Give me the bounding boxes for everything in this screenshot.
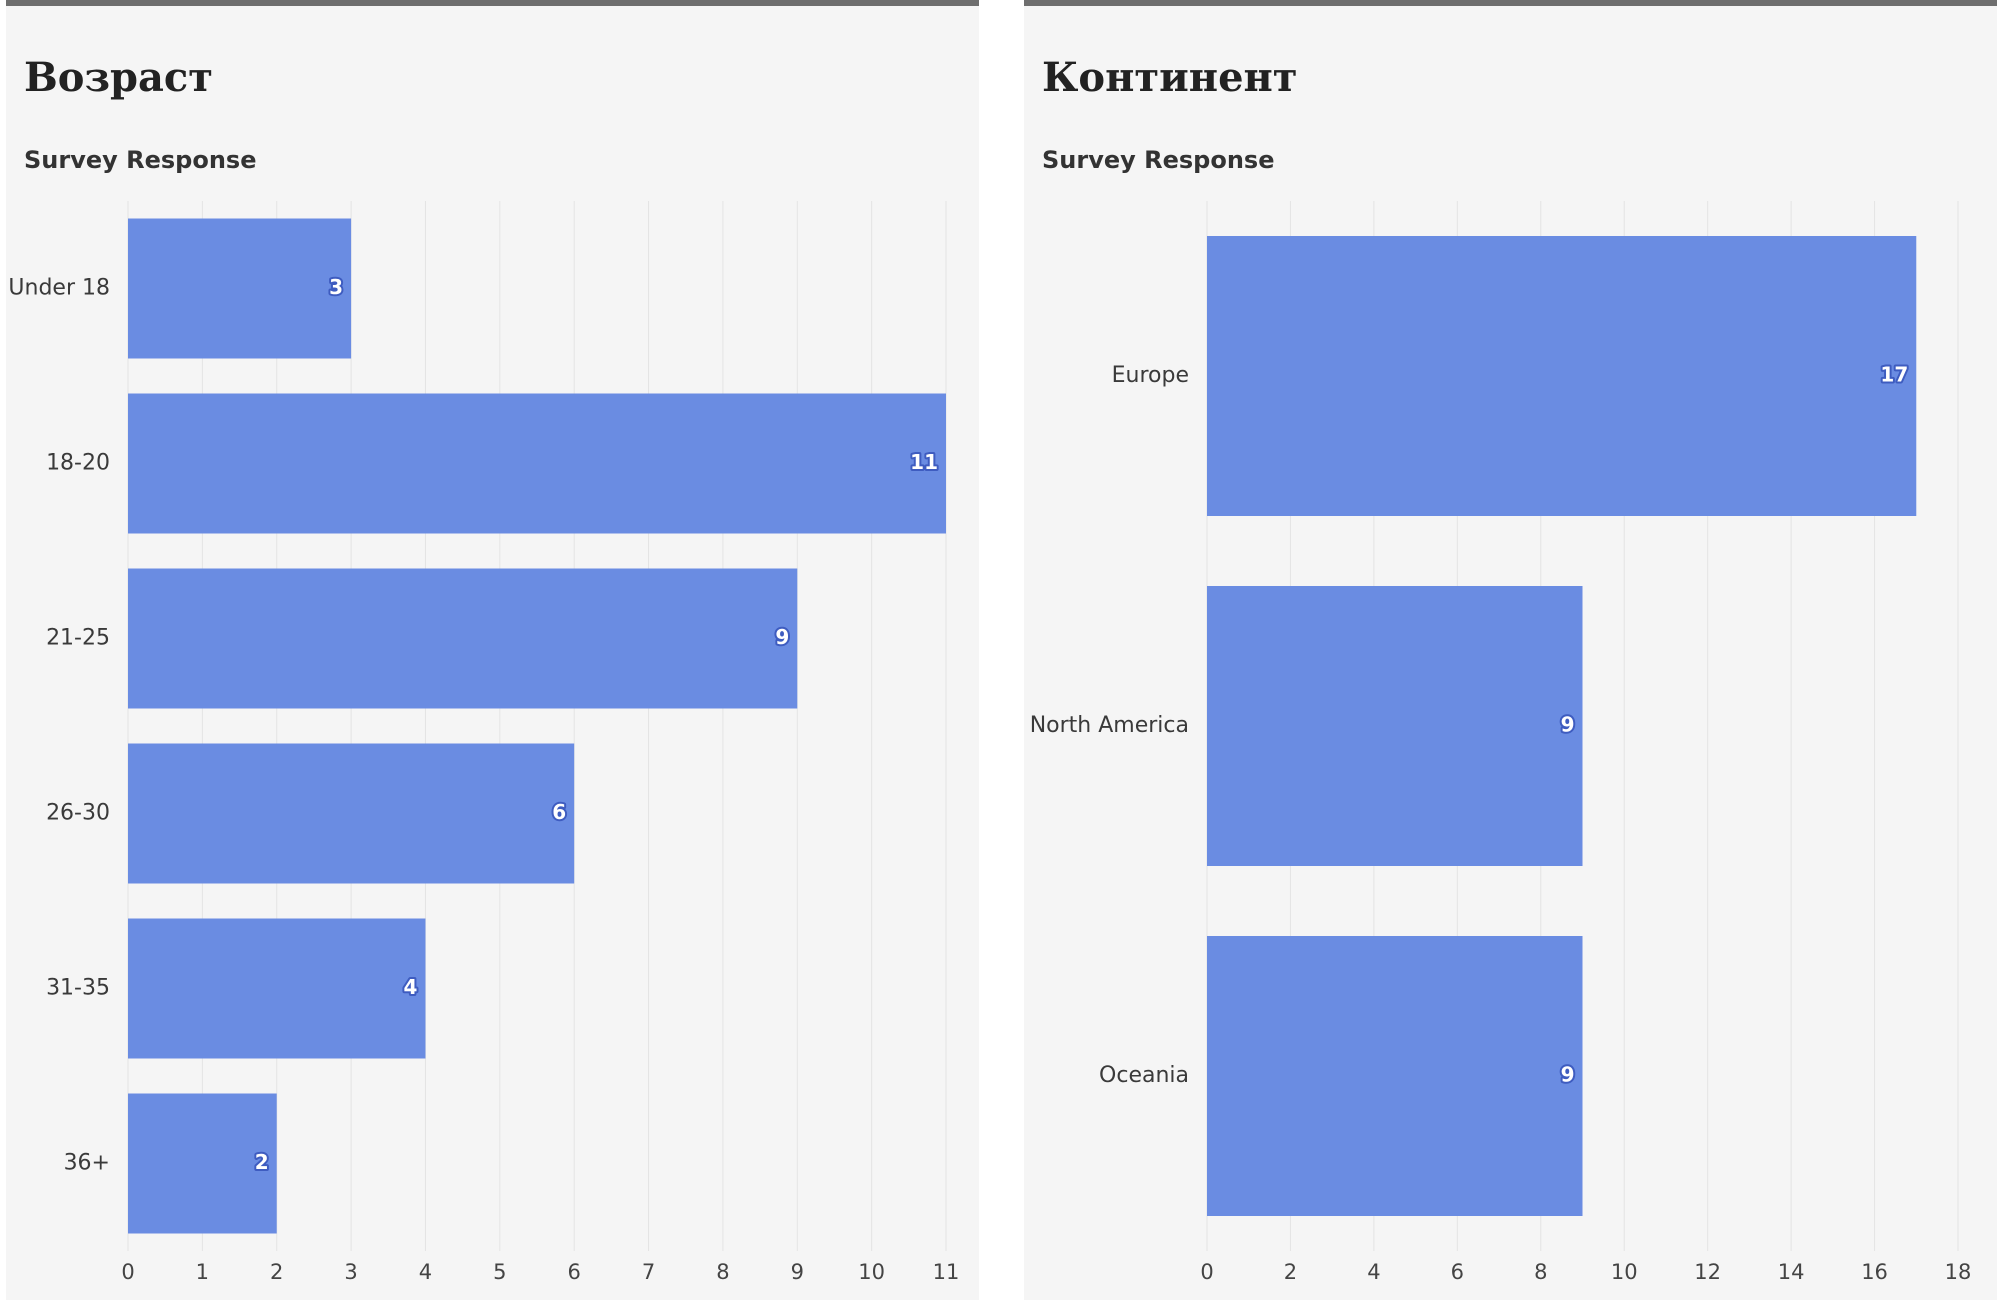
chart-title: Возраст xyxy=(24,54,214,101)
category-label: 26-30 xyxy=(46,801,110,826)
bar xyxy=(128,918,426,1059)
x-tick-label: 8 xyxy=(716,1260,729,1284)
bar xyxy=(128,743,575,884)
category-label: 18-20 xyxy=(46,451,110,476)
x-tick-label: 18 xyxy=(1945,1260,1972,1284)
data-label: 4 xyxy=(404,975,418,999)
data-label: 9 xyxy=(775,625,789,649)
x-tick-label: 2 xyxy=(270,1260,283,1284)
x-tick-label: 12 xyxy=(1694,1260,1721,1284)
data-label: 6 xyxy=(552,800,566,824)
x-tick-label: 14 xyxy=(1778,1260,1805,1284)
data-label: 11 xyxy=(910,450,938,474)
bar xyxy=(1207,936,1583,1216)
bar xyxy=(1207,586,1583,866)
continent-chart-panel: Континент Survey Response Europe 17 North … xyxy=(1024,0,1997,1300)
x-tick-label: 8 xyxy=(1534,1260,1547,1284)
x-tick-label: 5 xyxy=(493,1260,506,1284)
x-tick-label: 11 xyxy=(933,1260,960,1284)
bar xyxy=(128,568,798,709)
age-bar-chart: Under 18 3 18-20 11 21-25 9 26-30 6 31-35 4 36+ 2 0 1… xyxy=(8,201,960,1284)
x-tick-label: 7 xyxy=(642,1260,655,1284)
category-label: Europe xyxy=(1112,363,1189,388)
x-tick-label: 6 xyxy=(567,1260,580,1284)
bar xyxy=(128,393,946,534)
age-chart-panel: Возраст Survey Response Under 18 3 18-20 11… xyxy=(6,0,979,1300)
x-tick-label: 9 xyxy=(791,1260,804,1284)
data-label: 9 xyxy=(1561,713,1575,737)
x-tick-label: 4 xyxy=(419,1260,432,1284)
x-tick-label: 0 xyxy=(121,1260,134,1284)
category-label: 36+ xyxy=(64,1151,110,1176)
x-tick-label: 4 xyxy=(1367,1260,1380,1284)
chart-subtitle: Survey Response xyxy=(24,146,257,174)
bar xyxy=(128,218,352,359)
x-tick-label: 3 xyxy=(344,1260,357,1284)
data-label: 17 xyxy=(1880,363,1908,387)
category-label: Under 18 xyxy=(8,276,110,301)
category-label: 21-25 xyxy=(46,626,110,651)
x-tick-label: 0 xyxy=(1200,1260,1213,1284)
bar xyxy=(1207,236,1917,516)
continent-bar-chart: Europe 17 North America 9 Oceania 9 0 2 4 6 8 10 12 1… xyxy=(1030,201,1972,1284)
x-tick-label: 6 xyxy=(1451,1260,1464,1284)
data-label: 9 xyxy=(1561,1063,1575,1087)
category-label: 31-35 xyxy=(46,976,110,1001)
data-label: 2 xyxy=(255,1150,269,1174)
category-label: North America xyxy=(1030,713,1189,738)
data-label: 3 xyxy=(329,275,343,299)
x-tick-label: 10 xyxy=(1611,1260,1638,1284)
x-tick-label: 1 xyxy=(196,1260,209,1284)
x-tick-label: 2 xyxy=(1284,1260,1297,1284)
x-tick-label: 16 xyxy=(1861,1260,1888,1284)
chart-subtitle: Survey Response xyxy=(1042,146,1275,174)
bar xyxy=(128,1093,277,1234)
x-tick-label: 10 xyxy=(858,1260,885,1284)
category-label: Oceania xyxy=(1099,1063,1189,1088)
chart-title: Континент xyxy=(1042,54,1298,101)
